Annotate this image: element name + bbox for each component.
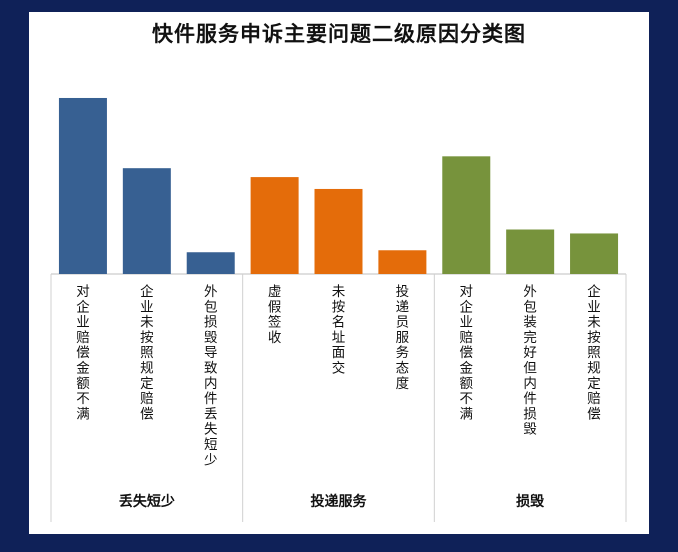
category-label: 企业未按照规定赔偿 [140,283,154,422]
bar [58,97,107,274]
chart-frame: 快件服务申诉主要问题二级原因分类图 对企业赔偿金额不满 企业未按照规定赔偿 外包损毁… [29,12,649,534]
category-label: 投递员服务态度 [396,284,410,392]
category-label: 对企业赔偿金额不满 [76,284,90,422]
category-label: 未按名址面交 [332,284,346,377]
bar [506,229,555,274]
bar [186,252,235,274]
category-label: 外包装完好但内件损毁 [523,284,537,438]
bar [570,233,619,274]
group-label: 投递服务 [311,493,368,510]
bar [250,177,299,274]
category-label: 企业未按照规定赔偿 [587,283,601,422]
bar [378,250,427,274]
chart-title: 快件服务申诉主要问题二级原因分类图 [152,21,526,46]
bar [314,188,363,274]
bar [122,168,171,274]
group-label: 损毁 [516,493,545,510]
category-label: 对企业赔偿金额不满 [460,284,474,422]
category-label: 虚假签收 [268,284,282,346]
bar [442,156,491,274]
category-label: 外包损毁导致内件丢失短少 [204,284,218,468]
group-label: 丢失短少 [119,493,175,510]
